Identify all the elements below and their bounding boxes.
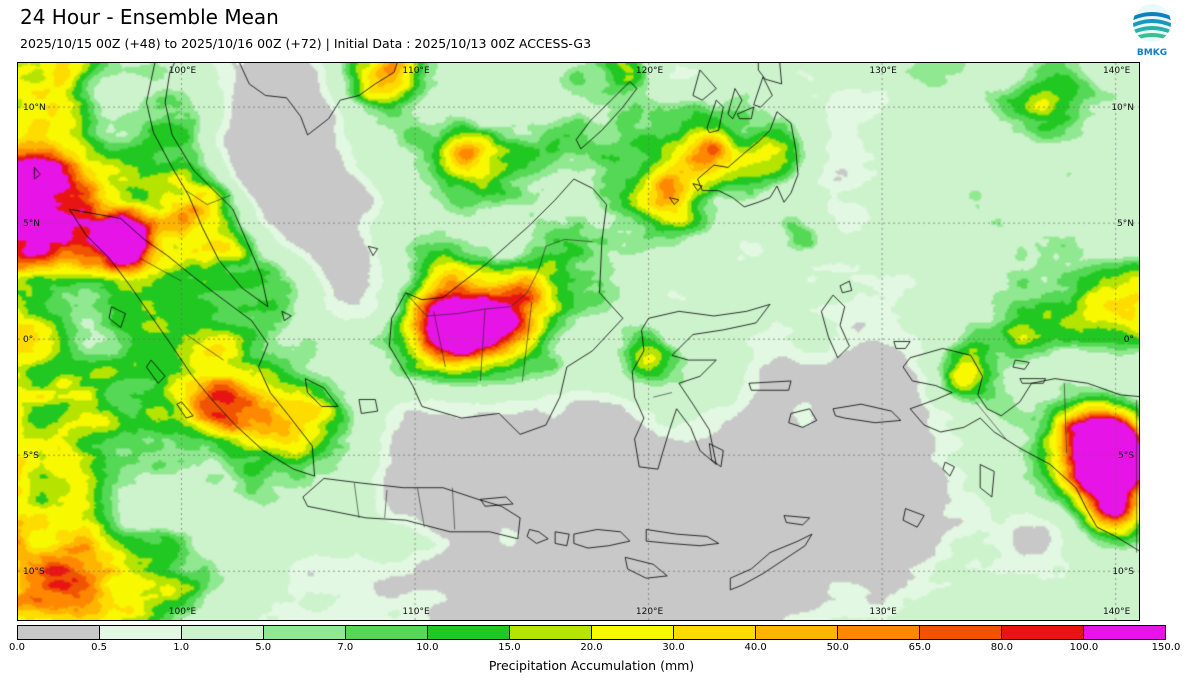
colorbar-segment: [510, 626, 592, 639]
colorbar-segment: [592, 626, 674, 639]
colorbar-segment: [756, 626, 838, 639]
colorbar-tick: 150.0: [1151, 642, 1181, 653]
colorbar-tick: 30.0: [662, 642, 685, 653]
colorbar-tick: 1.0: [173, 642, 190, 653]
page-subtitle: 2025/10/15 00Z (+48) to 2025/10/16 00Z (…: [20, 36, 592, 51]
colorbar-tick: 100.0: [1069, 642, 1099, 653]
legend: 0.0 0.5 1.0 5.0 7.0 10.0 15.0 20.0 30.0 40.0 50.0 6…: [9, 625, 1180, 673]
colorbar-segment: [100, 626, 182, 639]
colorbar-tick: 7.0: [337, 642, 354, 653]
colorbar-tick: 15.0: [498, 642, 521, 653]
header: 24 Hour - Ensemble Mean 2025/10/15 00Z (…: [20, 5, 591, 51]
colorbar-tick: 0.0: [9, 642, 25, 653]
legend-title: Precipitation Accumulation (mm): [488, 658, 695, 673]
colorbar-segment: [182, 626, 264, 639]
bmkg-logo: BMKG: [1129, 2, 1175, 62]
page-title: 24 Hour - Ensemble Mean: [20, 5, 279, 29]
colorbar-tick: 5.0: [255, 642, 272, 653]
precipitation-map: 100°E 100°E 110°E 110°E 120°E 120°E 130°E 130°E…: [17, 62, 1140, 621]
logo-text: BMKG: [1137, 48, 1167, 58]
colorbar-tick: 80.0: [990, 642, 1013, 653]
colorbar-tick: 0.5: [91, 642, 108, 653]
colorbar-tick: 40.0: [744, 642, 767, 653]
colorbar-tick: 20.0: [580, 642, 603, 653]
colorbar: [17, 625, 1166, 640]
colorbar-tick: 50.0: [826, 642, 849, 653]
colorbar-segment: [920, 626, 1002, 639]
colorbar-segment: [1002, 626, 1084, 639]
colorbar-segment: [1084, 626, 1165, 639]
colorbar-segment: [838, 626, 920, 639]
colorbar-tick: 10.0: [416, 642, 439, 653]
colorbar-segment: [264, 626, 346, 639]
map-canvas: [18, 63, 1139, 620]
colorbar-segment: [346, 626, 428, 639]
bmkg-logo-icon: BMKG: [1133, 4, 1171, 58]
colorbar-tick: 65.0: [908, 642, 931, 653]
colorbar-segment: [428, 626, 510, 639]
colorbar-ticks: 0.0 0.5 1.0 5.0 7.0 10.0 15.0 20.0 30.0 40.0 50.0 6…: [9, 642, 1180, 655]
colorbar-segment: [674, 626, 756, 639]
colorbar-segment: [18, 626, 100, 639]
